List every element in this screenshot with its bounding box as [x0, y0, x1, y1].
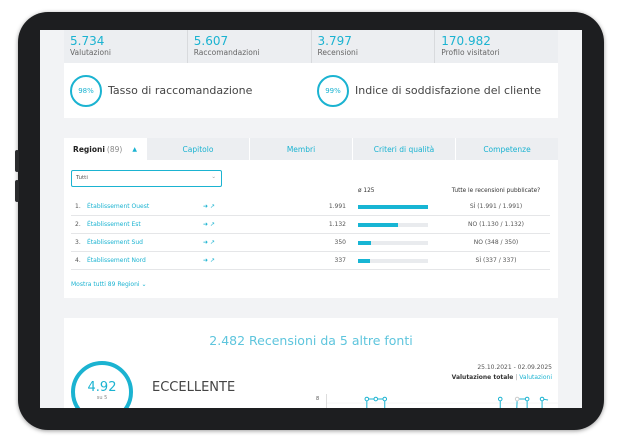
chevron-down-icon: ⌄	[211, 174, 216, 180]
review-count: 1.991	[328, 203, 346, 210]
show-all-link[interactable]: Mostra tutti 89 Regioni ⌄	[71, 281, 147, 288]
review-count: 350	[334, 239, 346, 246]
chart-point	[382, 396, 388, 402]
stat: 5.734 Valutazioni	[64, 30, 187, 63]
published-status: SÌ (1.991 / 1.991)	[469, 203, 523, 210]
separator: |	[513, 374, 520, 381]
rating-label: ECCELLENTE	[152, 380, 236, 395]
tab-criteri[interactable]: Criteri di qualità	[352, 138, 455, 160]
total-rating-tab[interactable]: Valutazione totale	[451, 374, 514, 381]
tab-regioni[interactable]: Regioni (89) ▲	[64, 138, 146, 160]
volume-button	[15, 180, 19, 202]
avg-header: ø 125	[358, 188, 375, 194]
chart-point	[373, 396, 379, 402]
stat-label: Raccomandazioni	[193, 48, 260, 57]
published-status: NO (1.130 / 1.132)	[468, 221, 524, 228]
chart-point	[497, 396, 503, 402]
score-value: 4.92	[87, 380, 117, 395]
count-bar	[358, 258, 428, 263]
stat-value: 170.982	[441, 34, 491, 48]
chart-point	[524, 396, 530, 402]
select-value: Tutti	[76, 175, 88, 181]
ratings-tab[interactable]: Valutazioni	[519, 374, 552, 381]
score-scale: su 5	[96, 395, 108, 401]
tab-count: (89)	[106, 144, 123, 154]
regions-list: 1. Établissement Ouest ➜ ↗ 1.991 SÌ (1.991 /…	[71, 198, 550, 270]
stat: 3.797 Recensioni	[310, 30, 435, 63]
tabs: Regioni (89) ▲ Capitolo Membri Criteri di …	[64, 138, 558, 160]
region-link[interactable]: Établissement Nord	[87, 257, 146, 264]
recommendation-rate: 98% Tasso di raccomandazione	[64, 74, 311, 107]
date-range: 25.10.2021 - 02.09.2025	[477, 364, 552, 371]
region-row: 1. Établissement Ouest ➜ ↗ 1.991 SÌ (1.991 /…	[71, 198, 550, 216]
chart-line	[516, 398, 528, 408]
login-icon[interactable]: ➜	[203, 221, 209, 228]
satisfaction-index: 99% Indice di soddisfazione del cliente	[311, 74, 558, 107]
stat: 170.982 Profilo visitatori	[434, 30, 558, 63]
region-link[interactable]: Établissement Est	[87, 221, 141, 228]
reviews-card: 2.482 Recensioni da 5 altre fonti 4.92 su…	[64, 318, 558, 408]
rate-label: Tasso di raccomandazione	[108, 84, 253, 97]
screen: 5.734 Valutazioni 5.607 Raccomandazioni 3.…	[40, 30, 582, 408]
count-bar-fill	[358, 240, 371, 245]
chart-point	[514, 396, 520, 402]
login-icon[interactable]: ➜	[203, 257, 209, 264]
review-count: 1.132	[328, 221, 346, 228]
volume-button	[15, 150, 19, 172]
tab-membri[interactable]: Membri	[249, 138, 352, 160]
chart-point	[539, 396, 545, 402]
rate-label: Indice di soddisfazione del cliente	[355, 84, 542, 97]
caret-up-icon: ▲	[132, 145, 137, 153]
region-row: 4. Établissement Nord ➜ ↗ 337 SÌ (337 / 337)	[71, 252, 550, 270]
tab-competenze[interactable]: Competenze	[455, 138, 558, 160]
row-number: 3.	[75, 239, 81, 246]
published-status: NO (348 / 350)	[473, 239, 519, 246]
region-row: 3. Établissement Sud ➜ ↗ 350 NO (348 / 350)	[71, 234, 550, 252]
chart-toggle: Valutazione totale | Valutazioni	[452, 374, 552, 381]
count-bar	[358, 222, 428, 227]
external-link-icon[interactable]: ↗	[209, 257, 215, 264]
stat-value: 5.734	[70, 34, 105, 48]
stat-value: 5.607	[193, 34, 229, 48]
published-header: Tutte le recensioni pubblicate?	[451, 188, 541, 194]
stat-label: Valutazioni	[70, 48, 111, 57]
reviews-title: 2.482 Recensioni da 5 altre fonti	[209, 333, 413, 348]
rates-panel: 98% Tasso di raccomandazione 99% Indice di…	[64, 63, 558, 118]
stats-bar: 5.734 Valutazioni 5.607 Raccomandazioni 3.…	[64, 30, 558, 63]
row-number: 2.	[75, 221, 81, 228]
region-link[interactable]: Établissement Sud	[87, 239, 143, 246]
filter-select[interactable]: Tutti ⌄	[71, 170, 222, 187]
login-icon[interactable]: ➜	[203, 239, 209, 246]
percent-ring: 99%	[317, 74, 349, 107]
external-link-icon[interactable]: ↗	[209, 203, 215, 210]
tab-capitolo[interactable]: Capitolo	[146, 138, 249, 160]
login-icon[interactable]: ➜	[203, 203, 209, 210]
region-row: 2. Établissement Est ➜ ↗ 1.132 NO (1.130 / 1…	[71, 216, 550, 234]
row-number: 1.	[75, 203, 81, 210]
count-bar-fill	[358, 258, 370, 263]
count-bar	[358, 204, 428, 209]
stat-label: Recensioni	[317, 48, 358, 57]
tab-label: Regioni	[73, 144, 105, 154]
external-link-icon[interactable]: ↗	[209, 221, 215, 228]
stat-value: 3.797	[317, 34, 352, 48]
row-number: 4.	[75, 257, 81, 264]
count-bar-fill	[358, 204, 428, 209]
percent-ring: 98%	[70, 74, 102, 107]
rating-chart	[326, 394, 558, 408]
axis-tick: 8	[316, 396, 320, 402]
region-link[interactable]: Établissement Ouest	[87, 203, 150, 210]
published-status: SÌ (337 / 337)	[475, 257, 517, 264]
stat-label: Profilo visitatori	[441, 48, 500, 57]
chart-point	[364, 396, 370, 402]
external-link-icon[interactable]: ↗	[209, 239, 215, 246]
review-count: 337	[334, 257, 346, 264]
stat: 5.607 Raccomandazioni	[186, 30, 311, 63]
score-ring: 4.92 su 5	[71, 361, 133, 408]
count-bar-fill	[358, 222, 398, 227]
regions-card: Regioni (89) ▲ Capitolo Membri Criteri di …	[64, 138, 558, 298]
count-bar	[358, 240, 428, 245]
